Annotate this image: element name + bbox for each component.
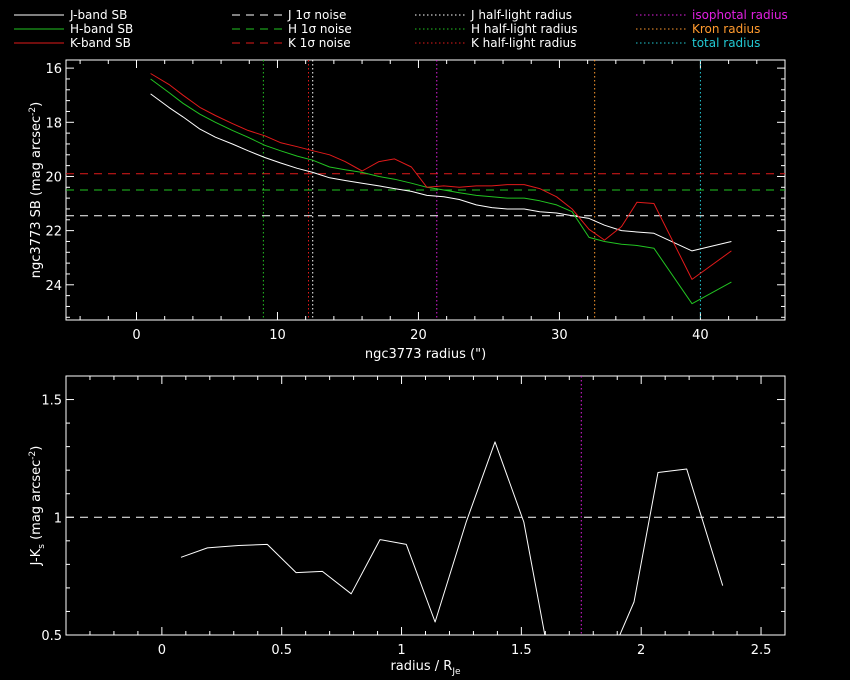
y-tick-label: 20 bbox=[45, 170, 62, 185]
legend-label-h-1-noise: H 1σ noise bbox=[288, 22, 352, 36]
x-axis-label: ngc3773 radius (") bbox=[365, 347, 486, 362]
legend-label-k-1-noise: K 1σ noise bbox=[288, 36, 351, 50]
x-tick-label: 2.5 bbox=[751, 643, 772, 658]
series-k-band-sb bbox=[150, 73, 732, 280]
legend-label-total-radius: total radius bbox=[692, 36, 760, 50]
legend-label-j-half-light-radius: J half-light radius bbox=[470, 8, 572, 22]
x-tick-label: 30 bbox=[551, 328, 568, 343]
y-tick-label: 24 bbox=[45, 279, 62, 294]
x-axis-label: radius / RJe bbox=[390, 659, 461, 677]
y-tick-label: 1.5 bbox=[41, 394, 62, 409]
x-tick-label: 1.5 bbox=[511, 643, 532, 658]
x-tick-label: 2 bbox=[637, 643, 645, 658]
legend-label-k-half-light-radius: K half-light radius bbox=[471, 36, 576, 50]
legend-label-k-band-sb: K-band SB bbox=[70, 36, 131, 50]
x-tick-label: 0 bbox=[132, 328, 140, 343]
x-tick-label: 20 bbox=[410, 328, 427, 343]
y-tick-label: 18 bbox=[45, 116, 62, 131]
x-tick-label: 10 bbox=[269, 328, 286, 343]
plot-frame bbox=[65, 59, 786, 321]
surface-brightness-panel: 0 10 20 30 40 16 18 20 22 24 ngc3773 radius (") ngc… bbox=[28, 59, 786, 362]
legend-label-kron-radius: Kron radius bbox=[692, 22, 760, 36]
legend-label-h-half-light-radius: H half-light radius bbox=[471, 22, 578, 36]
y-tick-label: 1 bbox=[54, 511, 62, 526]
y-axis-label: ngc3773 SB (mag arcsec-2) bbox=[28, 102, 44, 278]
series-h-band-sb bbox=[150, 78, 732, 305]
x-tick-label: 40 bbox=[692, 328, 709, 343]
legend-label-j-1-noise: J 1σ noise bbox=[287, 8, 346, 22]
series-j-band-sb bbox=[150, 93, 732, 252]
x-tick-label: 0 bbox=[158, 643, 166, 658]
legend-label-h-band-sb: H-band SB bbox=[70, 22, 133, 36]
x-tick-label: 0.5 bbox=[271, 643, 292, 658]
legend-label-isophotal-radius: isophotal radius bbox=[692, 8, 788, 22]
y-tick-label: 22 bbox=[45, 225, 62, 240]
x-tick-label: 1 bbox=[397, 643, 405, 658]
y-axis-label: J-Ks (mag arcsec-2) bbox=[28, 446, 47, 567]
series-j-ks bbox=[180, 441, 724, 635]
color-profile-panel: 0 0.5 1 1.5 2 2.5 0.5 1 1.5 radius / RJe J-Ks (mag… bbox=[28, 375, 786, 677]
legend-label-j-band-sb: J-band SB bbox=[69, 8, 127, 22]
y-tick-label: 0.5 bbox=[41, 629, 62, 644]
y-tick-label: 16 bbox=[45, 62, 62, 77]
